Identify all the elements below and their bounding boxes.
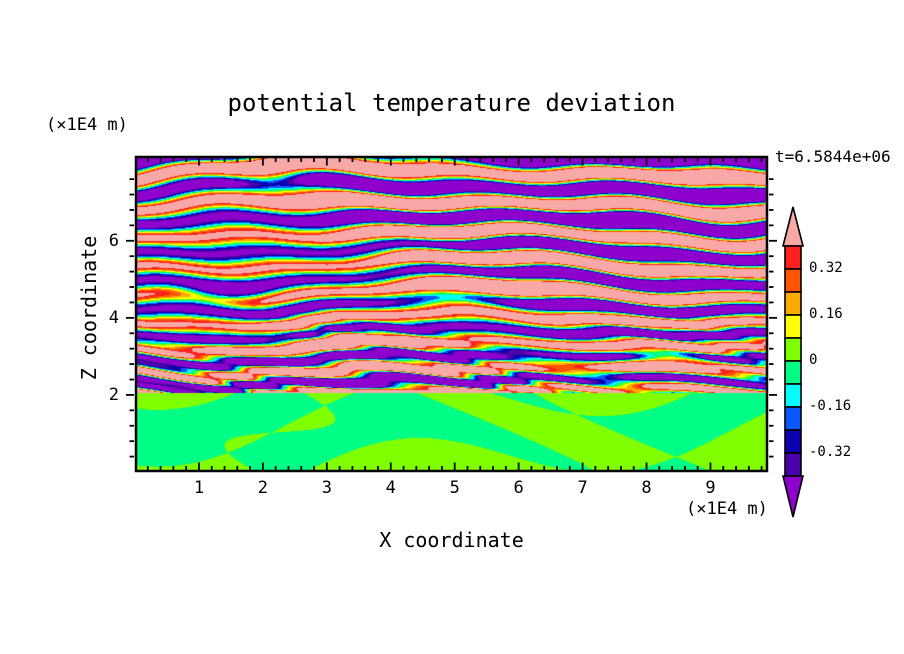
colorbar-segment: [784, 452, 802, 477]
colorbar-segment: [784, 245, 802, 270]
colorbar-tick-label: 0: [809, 352, 818, 368]
x-axis-title: X coordinate: [379, 528, 524, 552]
y-axis-unit-label: (×1E4 m): [46, 115, 128, 135]
y-tick-label: 2: [108, 384, 119, 405]
colorbar-tick-label: 0.32: [809, 260, 843, 276]
x-tick-label: 1: [193, 478, 205, 498]
y-tick-label: 6: [108, 230, 119, 251]
time-annotation: t=6.5844e+06: [775, 147, 891, 166]
colorbar-segment: [784, 429, 802, 454]
colorbar-under-arrow: [781, 475, 805, 518]
x-tick-label: 5: [449, 478, 460, 498]
colorbar-segment: [784, 360, 802, 385]
x-tick-label: 6: [513, 478, 524, 498]
colorbar-segment: [784, 337, 802, 362]
x-tick-label: 9: [705, 478, 716, 498]
colorbar-segment: [784, 268, 802, 293]
x-axis-unit-label: (×1E4 m): [686, 499, 768, 519]
x-tick-label: 4: [385, 478, 396, 498]
colorbar-segment: [784, 383, 802, 408]
contour-field: [137, 158, 766, 470]
colorbar-tick-label: -0.16: [809, 398, 852, 414]
plot-title: potential temperature deviation: [227, 89, 676, 117]
colorbar-tick-label: -0.32: [809, 444, 852, 460]
colorbar-tick-label: 0.16: [809, 306, 843, 322]
y-tick-label: 4: [108, 307, 119, 328]
colorbar-over-arrow: [781, 206, 805, 247]
x-tick-label: 3: [321, 478, 332, 498]
colorbar-segment: [784, 291, 802, 316]
x-tick-label: 8: [641, 478, 652, 498]
colorbar-segment: [784, 406, 802, 431]
x-tick-label: 7: [577, 478, 588, 498]
x-tick-label: 2: [257, 478, 268, 498]
colorbar-segment: [784, 314, 802, 339]
